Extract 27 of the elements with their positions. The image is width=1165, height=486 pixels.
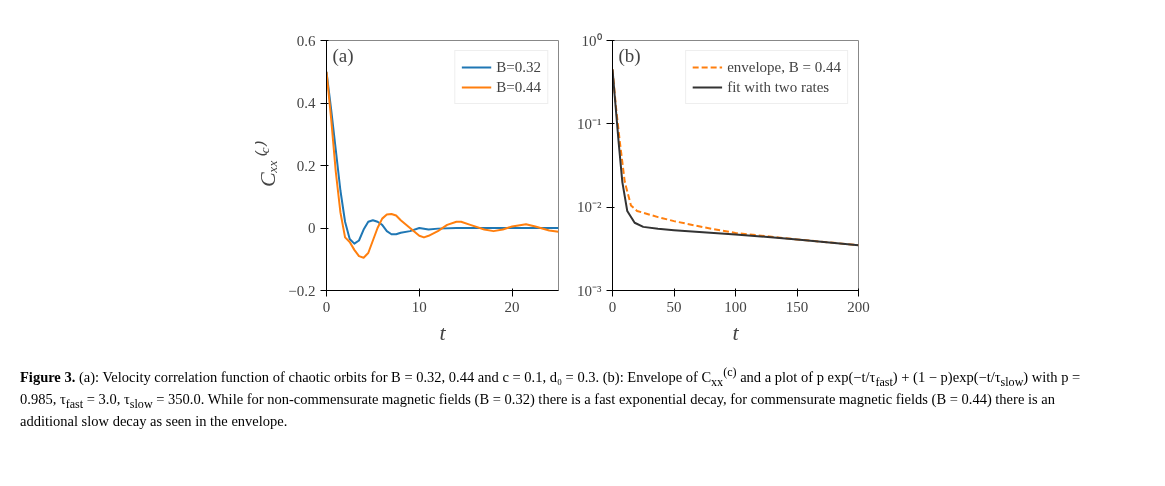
y-tick-label: 10⁻² bbox=[577, 199, 602, 216]
x-tick-label: 150 bbox=[785, 298, 809, 315]
x-tick-label: 0 bbox=[608, 298, 617, 315]
y-tick-label: 10⁰ bbox=[581, 32, 602, 49]
legend-label: B=0.44 bbox=[496, 78, 541, 96]
y-tick-label: 10⁻¹ bbox=[577, 115, 602, 132]
legend-label: fit with two rates bbox=[727, 78, 830, 96]
x-axis-title: t bbox=[439, 319, 447, 345]
x-tick-label: 100 bbox=[724, 298, 747, 315]
chart-title: (a) bbox=[332, 44, 354, 67]
x-tick-label: 50 bbox=[666, 298, 682, 315]
x-tick-label: 200 bbox=[847, 298, 870, 315]
y-tick-label: 0.6 bbox=[296, 32, 316, 49]
caption: Figure 3. bbox=[20, 368, 76, 385]
legend-label: envelope, B = 0.44 bbox=[727, 58, 841, 76]
x-axis-title: t bbox=[732, 319, 740, 345]
x-tick-label: 0 bbox=[322, 298, 331, 315]
y-tick-label: −0.2 bbox=[288, 282, 316, 299]
x-tick-label: 10 bbox=[411, 298, 427, 315]
chart-title: (b) bbox=[618, 44, 641, 67]
y-tick-label: 0.2 bbox=[296, 157, 316, 174]
y-axis-title: Cₓₓ⁽ᶜ⁾ bbox=[255, 141, 281, 187]
y-tick-label: 0.4 bbox=[296, 95, 316, 111]
x-tick-label: 20 bbox=[504, 298, 520, 315]
legend-label: B=0.32 bbox=[496, 58, 541, 76]
y-tick-label: 0 bbox=[308, 220, 316, 236]
y-tick-label: 10⁻³ bbox=[577, 282, 602, 299]
